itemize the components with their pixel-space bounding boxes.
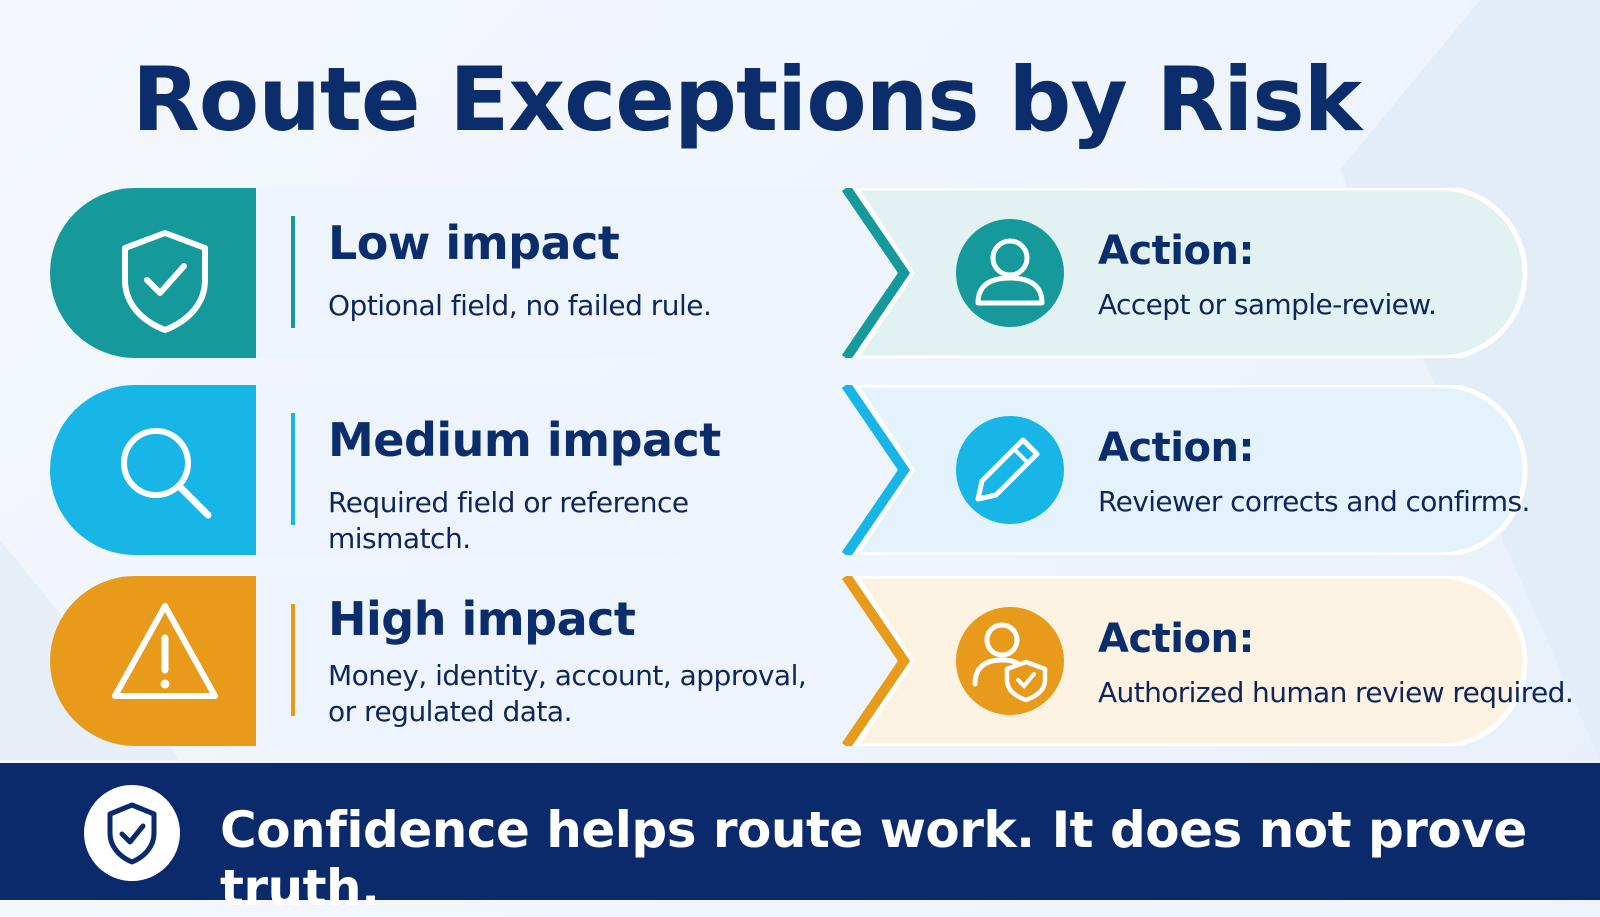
impact-label: Low impact <box>328 216 620 270</box>
impact-description: Money, identity, account, approval, or r… <box>328 659 807 728</box>
risk-row: Low impact Optional field, no failed rule… <box>0 188 1600 358</box>
impact-label: Medium impact <box>328 413 721 467</box>
risk-row: Medium impact Required field or reference… <box>0 385 1600 555</box>
impact-description: Required field or reference mismatch. <box>328 486 689 555</box>
action-text: Accept or sample-review. <box>1098 288 1437 321</box>
action-label: Action: <box>1098 425 1254 471</box>
row-shapes <box>50 576 1528 746</box>
action-label: Action: <box>1098 228 1254 274</box>
row-shapes <box>50 188 1528 358</box>
risk-row: High impact Money, identity, account, app… <box>0 576 1600 746</box>
title: Route Exceptions by Risk <box>132 48 1362 151</box>
impact-label: High impact <box>328 592 636 646</box>
row-shapes <box>50 385 1528 555</box>
impact-description: Optional field, no failed rule. <box>328 289 712 322</box>
action-text: Reviewer corrects and confirms. <box>1098 485 1530 518</box>
action-label: Action: <box>1098 616 1254 662</box>
footer-icon <box>84 785 180 881</box>
footer-banner: Confidence helps route work. It does not… <box>0 763 1600 917</box>
action-text: Authorized human review required. <box>1098 676 1574 709</box>
footer-text: Confidence helps route work. It does not… <box>220 801 1527 917</box>
